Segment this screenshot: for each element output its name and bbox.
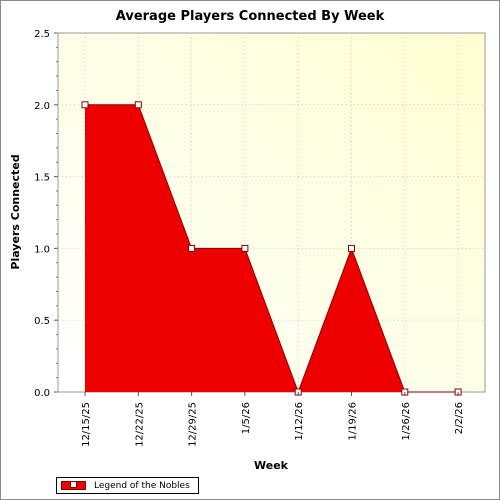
data-point	[134, 101, 142, 109]
x-axis-label: Week	[254, 459, 289, 472]
series-area-fill	[85, 104, 459, 393]
chart-title: Average Players Connected By Week	[115, 9, 385, 24]
legend-label: Legend of the Nobles	[94, 480, 190, 491]
y-tick-label: 1.0	[34, 244, 50, 255]
data-point	[348, 244, 355, 252]
x-tick-label: 12/15/25	[81, 402, 92, 447]
y-axis-label: Players Connected	[9, 154, 22, 269]
x-tick-label: 1/26/26	[401, 402, 412, 441]
series-area	[85, 104, 459, 394]
x-tick-label: 1/12/26	[294, 402, 305, 441]
y-tick-label: 2.5	[34, 29, 50, 40]
x-tick-label: 2/2/26	[454, 402, 465, 434]
x-tick-label: 12/29/25	[188, 402, 199, 447]
x-tick-label: 12/22/25	[134, 402, 145, 447]
legend-swatch	[61, 481, 86, 490]
series-points	[81, 101, 462, 396]
y-tick-label: 0.5	[34, 316, 50, 327]
data-point	[241, 244, 249, 252]
series-line	[85, 104, 459, 394]
y-tick-label: 1.5	[34, 173, 50, 184]
data-point	[81, 101, 89, 109]
x-tick-label: 1/19/26	[348, 402, 359, 441]
data-point	[188, 244, 196, 252]
y-tick-label: 2.0	[34, 101, 50, 112]
legend: Legend of the Nobles	[56, 477, 199, 494]
y-tick-label: 0.0	[34, 388, 50, 399]
axes: 0.0 0.5 1.0 1.5 2.0 2.5 12/15/25 12/22/25 12/29/…	[34, 29, 465, 447]
x-tick-label: 1/5/26	[241, 402, 252, 434]
